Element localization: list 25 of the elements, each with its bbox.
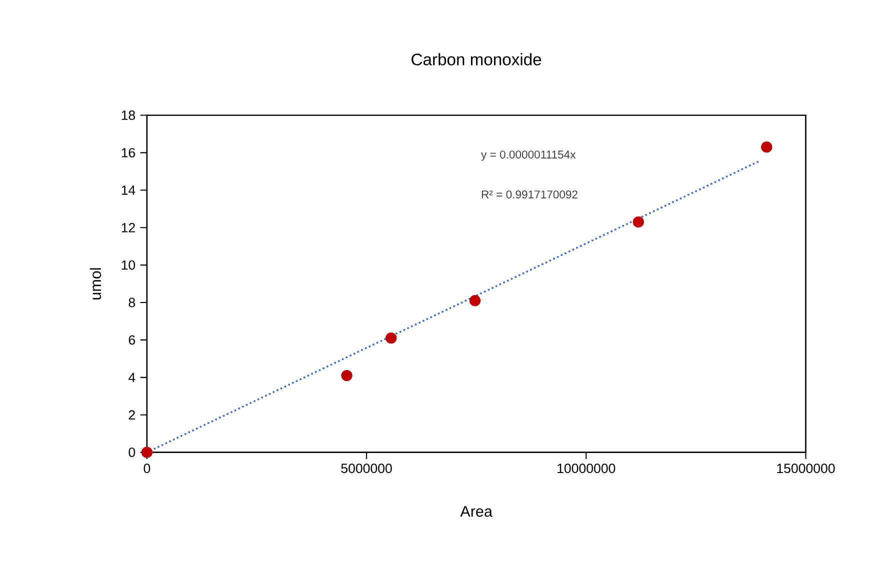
x-tick-label: 5000000: [341, 464, 392, 474]
y-tick-label: 8: [128, 298, 136, 308]
y-tick-label: 6: [128, 335, 136, 345]
x-tick-label: 15000000: [777, 464, 835, 474]
y-tick-label: 12: [122, 222, 135, 232]
y-axis-title: umol: [90, 268, 102, 300]
point: [141, 446, 153, 458]
point: [386, 332, 397, 344]
y-tick-label: 2: [128, 410, 135, 420]
y-tick-label: 10: [122, 260, 136, 270]
point: [469, 295, 481, 306]
y-tick-label: 14: [122, 186, 136, 195]
x-axis-title: Area: [460, 506, 492, 517]
y-tick-label: 4: [128, 372, 136, 382]
annotation: R² = 0.9917170092: [482, 190, 578, 198]
x-tick-label: 10000000: [558, 464, 616, 474]
annotation: y = 0.0000011154x: [481, 150, 576, 161]
y-tick-label: 16: [122, 148, 136, 158]
y-tick-label: 0: [128, 448, 136, 458]
point: [761, 142, 772, 153]
chart-title: Carbon monoxide: [412, 53, 542, 66]
x-tick-label: 0: [144, 464, 150, 474]
y-tick-label: 18: [122, 110, 136, 120]
point: [632, 216, 644, 228]
point: [341, 370, 352, 382]
